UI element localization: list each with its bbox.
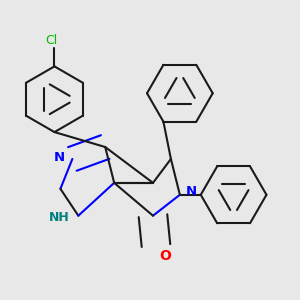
Text: NH: NH (49, 211, 69, 224)
Text: N: N (186, 185, 197, 198)
Text: N: N (54, 151, 65, 164)
Text: Cl: Cl (45, 34, 58, 47)
Text: O: O (159, 248, 171, 262)
